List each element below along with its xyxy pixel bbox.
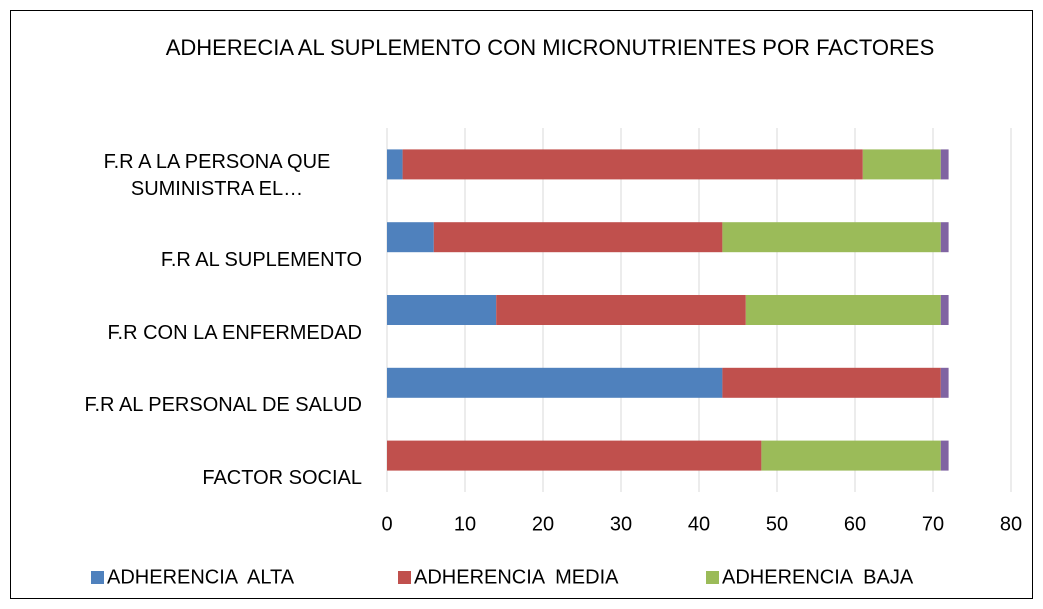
legend-label: ADHERENCIA MEDIA xyxy=(414,566,619,588)
legend-swatch xyxy=(91,571,104,584)
chart-title: ADHERECIA AL SUPLEMENTO CON MICRONUTRIEN… xyxy=(165,35,935,60)
legend-swatch xyxy=(398,571,411,584)
y-tick-text: F.R A LA PERSONA QUE SUMINISTRA EL… xyxy=(103,151,331,201)
x-tick-label: 80 xyxy=(1000,513,1022,535)
x-tick-label: 20 xyxy=(532,513,554,535)
bar-segment xyxy=(745,295,941,325)
bar-segment xyxy=(433,222,723,253)
bar-segment xyxy=(862,149,941,180)
bar-segment xyxy=(387,440,762,471)
bar-segment xyxy=(722,367,941,398)
bar-segment xyxy=(940,222,949,253)
x-tick-label: 40 xyxy=(688,513,710,535)
bar-segment xyxy=(496,295,746,325)
y-tick-label: F.R AL PERSONAL DE SALUD xyxy=(10,392,363,419)
y-tick-label: FACTOR SOCIAL xyxy=(10,465,362,492)
x-tick-label: 50 xyxy=(766,513,788,535)
bar-segment xyxy=(940,367,949,398)
bar-segment xyxy=(940,295,949,325)
x-tick-label: 60 xyxy=(844,513,866,535)
y-tick-text: F.R AL SUPLEMENTO xyxy=(160,248,362,271)
bar-segment xyxy=(940,149,949,180)
bar-segment xyxy=(387,222,434,253)
y-tick-text: F.R AL PERSONAL DE SALUD xyxy=(84,394,363,417)
x-tick-label: 30 xyxy=(610,513,632,535)
y-tick-label: F.R AL SUPLEMENTO xyxy=(10,247,362,274)
y-tick-label: F.R A LA PERSONA QUE SUMINISTRA EL… xyxy=(10,149,362,203)
y-tick-text: F.R CON LA ENFERMEDAD xyxy=(107,321,362,344)
legend-label: ADHERENCIA ALTA xyxy=(107,566,295,588)
bar-segment xyxy=(940,440,949,471)
legend-swatch xyxy=(706,571,719,584)
y-tick-text: FACTOR SOCIAL xyxy=(202,467,362,490)
x-tick-label: 0 xyxy=(381,513,392,535)
bar-segment xyxy=(722,222,941,253)
bar-segment xyxy=(387,295,497,325)
bar-segment xyxy=(761,440,941,471)
x-tick-label: 10 xyxy=(454,513,476,535)
bar-segment xyxy=(387,149,403,180)
y-tick-label: F.R CON LA ENFERMEDAD xyxy=(10,320,362,347)
legend-label: ADHERENCIA BAJA xyxy=(722,566,914,588)
bar-segment xyxy=(387,367,723,398)
bar-segment xyxy=(402,149,863,180)
x-tick-label: 70 xyxy=(922,513,944,535)
